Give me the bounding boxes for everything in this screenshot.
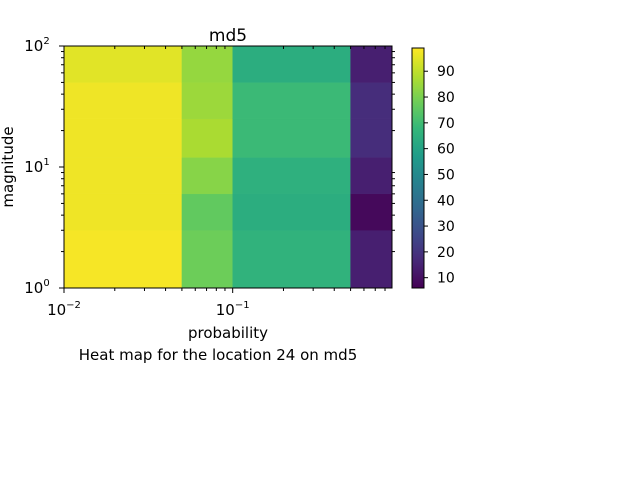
heatmap-cell [181,157,233,195]
y-axis-label: magnitude [0,126,17,207]
colorbar [411,47,425,289]
heatmap-cell [232,157,351,195]
heatmap-cell [181,82,233,120]
figure-caption: Heat map for the location 24 on md5 [79,346,358,364]
heatmap-cell [232,45,351,83]
colorbar-ticks: 10 20 30 40 50 60 70 80 90 [424,64,455,287]
heatmap-cell [350,118,393,158]
y-tick-label: 102 [24,36,49,55]
colorbar-tick-label: 50 [437,167,455,183]
x-tick-label: 10−1 [216,300,250,319]
colorbar-tick-label: 60 [437,142,455,158]
y-tick-label: 100 [24,278,49,297]
x-axis-label: probability [188,324,268,342]
colorbar-tick-label: 80 [437,90,455,106]
heatmap-cell [350,230,393,289]
colorbar-tick-label: 40 [437,193,455,209]
heatmap-cell [350,82,393,120]
y-tick-label: 101 [24,157,49,176]
heatmap-cell [232,230,351,289]
heatmap-cell [232,193,351,231]
colorbar-tick-label: 20 [437,245,455,261]
heatmap-cell [350,193,393,231]
heatmap-cell [63,193,183,231]
heatmap-cell [181,118,233,158]
heatmap-cells [63,45,393,289]
heatmap-cell [63,157,183,195]
plot-frame [63,45,393,289]
heatmap-cell [63,45,183,83]
heatmap-cell [181,230,233,289]
heatmap-cell [350,157,393,195]
colorbar-tick-label: 10 [437,271,455,287]
colorbar-tick-label: 70 [437,116,455,132]
heatmap-cell [350,45,393,83]
heatmap-cell [181,193,233,231]
colorbar-tick-label: 30 [437,219,455,235]
colorbar-tick-label: 90 [437,64,455,80]
heatmap-cell [181,45,233,83]
heatmap-cell [63,118,183,158]
chart-title: md5 [209,26,247,46]
heatmap-cell [63,230,183,289]
axis-ticks: 10−2 10−1 100 101 102 [24,36,395,319]
heatmap-cell [232,82,351,120]
heatmap-cell [232,118,351,158]
x-tick-label: 10−2 [47,300,81,319]
heatmap-cell [63,82,183,120]
